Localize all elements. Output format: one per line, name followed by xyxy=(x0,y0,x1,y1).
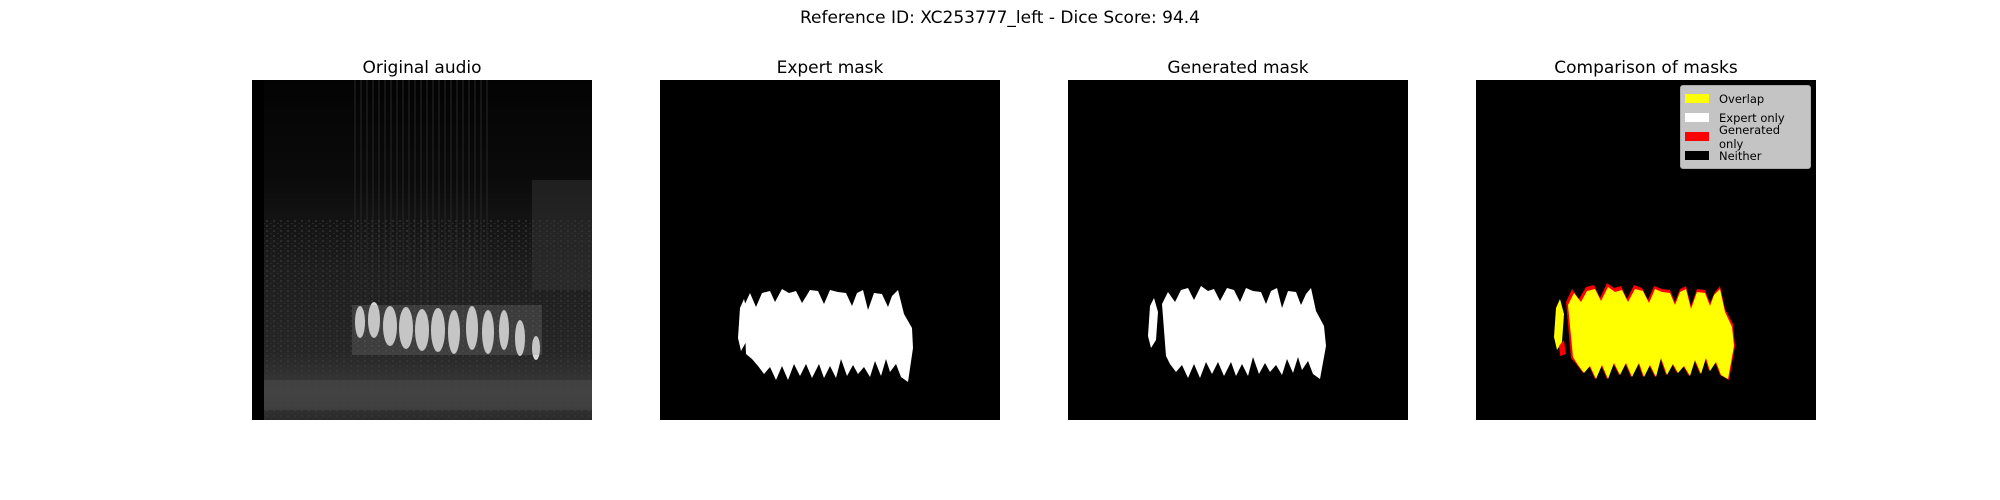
comparison-mask-image: Overlap Expert only Generated only Neith… xyxy=(1476,80,1816,420)
legend-item-expert-only: Expert only xyxy=(1685,108,1806,127)
panel-comparison: Comparison of masks Overlap Expert only … xyxy=(1476,56,1816,420)
legend-swatch-neither xyxy=(1685,151,1709,160)
overlap-region-small xyxy=(1554,299,1564,350)
legend-item-generated-only: Generated only xyxy=(1685,123,1806,151)
generated-mask-image xyxy=(1068,80,1408,420)
legend-swatch-generated-only xyxy=(1685,132,1709,141)
spectrogram-image xyxy=(252,80,592,420)
figure-title: Reference ID: XC253777_left - Dice Score… xyxy=(799,8,1200,28)
panel-expert-mask: Expert mask xyxy=(660,56,1000,420)
panel-title-comparison: Comparison of masks xyxy=(1554,58,1738,78)
legend-label-expert-only: Expert only xyxy=(1719,110,1785,125)
legend-label-neither: Neither xyxy=(1719,148,1762,163)
legend-swatch-expert-only xyxy=(1685,113,1709,122)
panel-title-original-audio: Original audio xyxy=(362,58,482,78)
expert-mask-graphic xyxy=(738,289,913,382)
legend-swatch-overlap xyxy=(1685,94,1709,103)
legend-item-overlap: Overlap xyxy=(1685,89,1806,108)
panel-title-expert-mask: Expert mask xyxy=(776,58,884,78)
panel-title-generated-mask: Generated mask xyxy=(1167,58,1309,78)
panel-original-audio: Original audio xyxy=(252,56,592,420)
legend-item-neither: Neither xyxy=(1685,146,1806,165)
legend-label-overlap: Overlap xyxy=(1719,91,1765,106)
panel-generated-mask: Generated mask xyxy=(1068,56,1408,420)
legend: Overlap Expert only Generated only Neith… xyxy=(1680,85,1811,169)
legend-label-generated-only: Generated only xyxy=(1719,122,1781,151)
overlap-region xyxy=(1568,287,1734,379)
generated-mask-graphic xyxy=(1148,286,1326,379)
expert-mask-image xyxy=(660,80,1000,420)
spectrogram-graphic xyxy=(252,80,592,420)
comparison-mask-graphic xyxy=(1554,283,1735,380)
generated-only-fringe xyxy=(1559,340,1566,356)
